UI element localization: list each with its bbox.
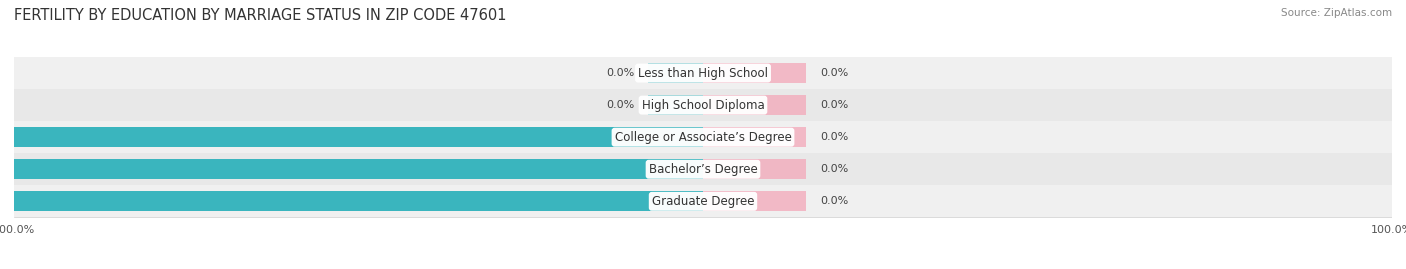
Bar <box>14 57 1392 89</box>
Text: 0.0%: 0.0% <box>606 100 634 110</box>
Bar <box>14 89 1392 121</box>
Bar <box>703 95 807 115</box>
Bar <box>14 159 703 179</box>
Text: 0.0%: 0.0% <box>820 164 848 174</box>
Bar <box>703 159 807 179</box>
Text: 0.0%: 0.0% <box>820 132 848 142</box>
Bar <box>14 127 703 147</box>
Bar <box>703 63 807 83</box>
Bar <box>703 127 807 147</box>
Text: High School Diploma: High School Diploma <box>641 99 765 112</box>
Text: FERTILITY BY EDUCATION BY MARRIAGE STATUS IN ZIP CODE 47601: FERTILITY BY EDUCATION BY MARRIAGE STATU… <box>14 8 506 23</box>
Bar <box>14 192 703 211</box>
Text: 0.0%: 0.0% <box>820 100 848 110</box>
Bar <box>648 95 703 115</box>
Bar <box>703 192 807 211</box>
Text: 0.0%: 0.0% <box>606 68 634 78</box>
Bar <box>14 185 1392 217</box>
Text: Bachelor’s Degree: Bachelor’s Degree <box>648 163 758 176</box>
Text: Less than High School: Less than High School <box>638 66 768 80</box>
Bar <box>14 121 1392 153</box>
Bar <box>14 153 1392 185</box>
Text: 0.0%: 0.0% <box>820 68 848 78</box>
Bar <box>648 63 703 83</box>
Text: College or Associate’s Degree: College or Associate’s Degree <box>614 131 792 144</box>
Text: Source: ZipAtlas.com: Source: ZipAtlas.com <box>1281 8 1392 18</box>
Text: Graduate Degree: Graduate Degree <box>652 195 754 208</box>
Text: 0.0%: 0.0% <box>820 196 848 206</box>
